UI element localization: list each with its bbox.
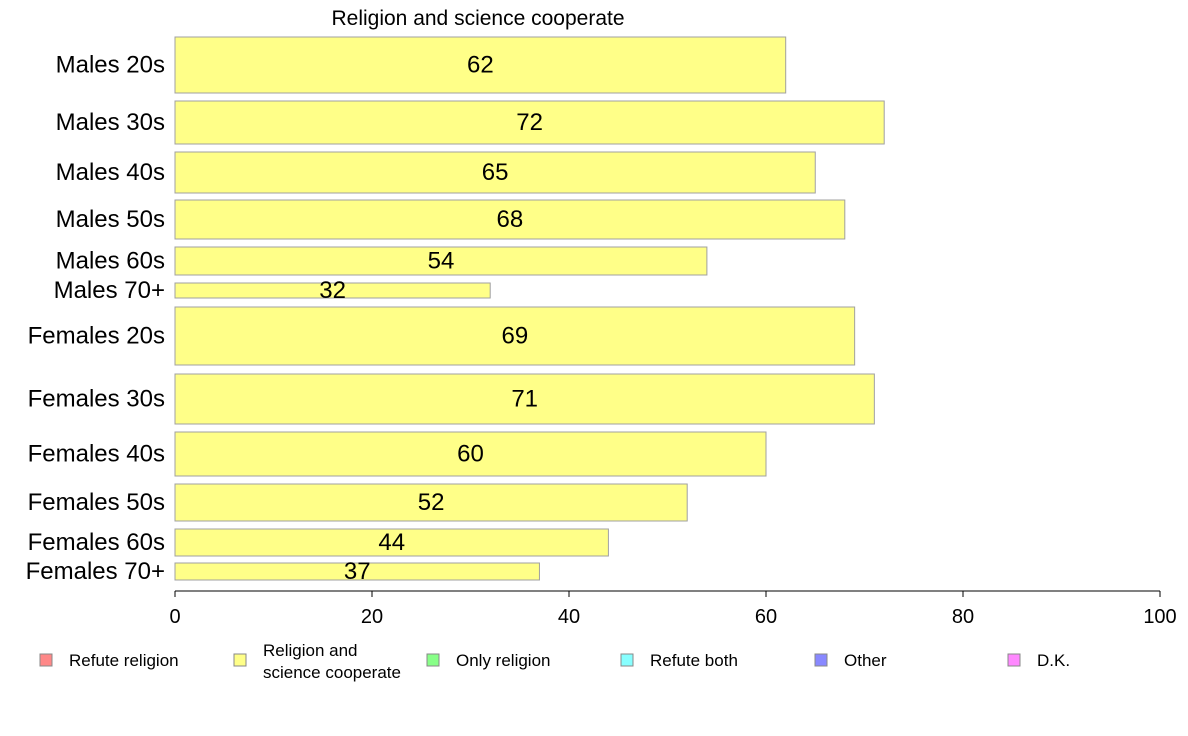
category-label-females-30s: Females 30s [28, 386, 165, 413]
value-label-males-20s: 62 [467, 52, 494, 79]
bar-males-40s [174, 151, 816, 194]
bar-females-70 [174, 562, 540, 581]
legend-swatch-refute-religion [39, 653, 53, 667]
value-label-females-20s: 69 [501, 323, 528, 350]
category-label-females-60s: Females 60s [28, 529, 165, 556]
value-label-males-70: 32 [319, 277, 346, 304]
x-tick-label: 20 [361, 606, 383, 628]
category-label-males-40s: Males 40s [56, 159, 165, 186]
legend-swatch-only-religion [426, 653, 440, 667]
value-label-females-50s: 52 [418, 489, 445, 516]
legend-label-only-religion: Only religion [456, 651, 551, 670]
value-label-males-40s: 65 [482, 159, 509, 186]
bar-females-40s [174, 431, 767, 477]
legend-swatch-other [814, 653, 828, 667]
x-tick-label: 100 [1143, 606, 1176, 628]
x-tick-label: 80 [952, 606, 974, 628]
value-label-females-70: 37 [344, 558, 371, 585]
category-label-males-50s: Males 50s [56, 206, 165, 233]
legend: Refute religion Religion and science coope… [39, 641, 1070, 682]
category-label-males-30s: Males 30s [56, 109, 165, 136]
chart-title: Religion and science cooperate [331, 7, 624, 30]
x-tick-label: 40 [558, 606, 580, 628]
bar-males-20s [174, 36, 787, 94]
bar-males-70 [174, 282, 491, 299]
bar-males-60s [174, 246, 708, 276]
x-axis: 0 20 40 60 80 100 [169, 590, 1177, 628]
value-label-females-40s: 60 [457, 441, 484, 468]
legend-swatch-religion-and-science-cooperate [233, 653, 247, 667]
category-label-males-70: Males 70+ [54, 277, 165, 304]
legend-label-refute-both: Refute both [650, 651, 738, 670]
x-tick-label: 0 [169, 606, 180, 628]
legend-label-religion-and-science-cooperate: science cooperate [263, 663, 401, 682]
bar-females-60s [174, 528, 609, 557]
value-label-males-60s: 54 [428, 248, 455, 275]
category-label-females-50s: Females 50s [28, 489, 165, 516]
bar-males-30s [174, 100, 885, 145]
x-tick-label: 60 [755, 606, 777, 628]
bar-females-50s [174, 483, 688, 522]
bars-group: Males 20s 62 Males 30s 72 Males 40s 65 Males 5… [26, 36, 885, 585]
value-label-males-30s: 72 [516, 109, 543, 136]
legend-swatch-d-k [1007, 653, 1021, 667]
bar-males-50s [174, 199, 846, 240]
legend-label-refute-religion: Refute religion [69, 651, 179, 670]
legend-label-d-k: D.K. [1037, 651, 1070, 670]
category-label-females-20s: Females 20s [28, 323, 165, 350]
value-label-males-50s: 68 [497, 206, 524, 233]
category-label-females-40s: Females 40s [28, 441, 165, 468]
value-label-females-30s: 71 [511, 386, 538, 413]
bar-females-20s [174, 306, 856, 366]
category-label-males-20s: Males 20s [56, 52, 165, 79]
category-label-males-60s: Males 60s [56, 248, 165, 275]
legend-label-other: Other [844, 651, 887, 670]
legend-swatch-refute-both [620, 653, 634, 667]
bar-females-30s [174, 373, 875, 425]
legend-label-religion-and-science-cooperate: Religion and [263, 641, 358, 660]
value-label-females-60s: 44 [378, 529, 405, 556]
category-label-females-70: Females 70+ [26, 558, 165, 585]
